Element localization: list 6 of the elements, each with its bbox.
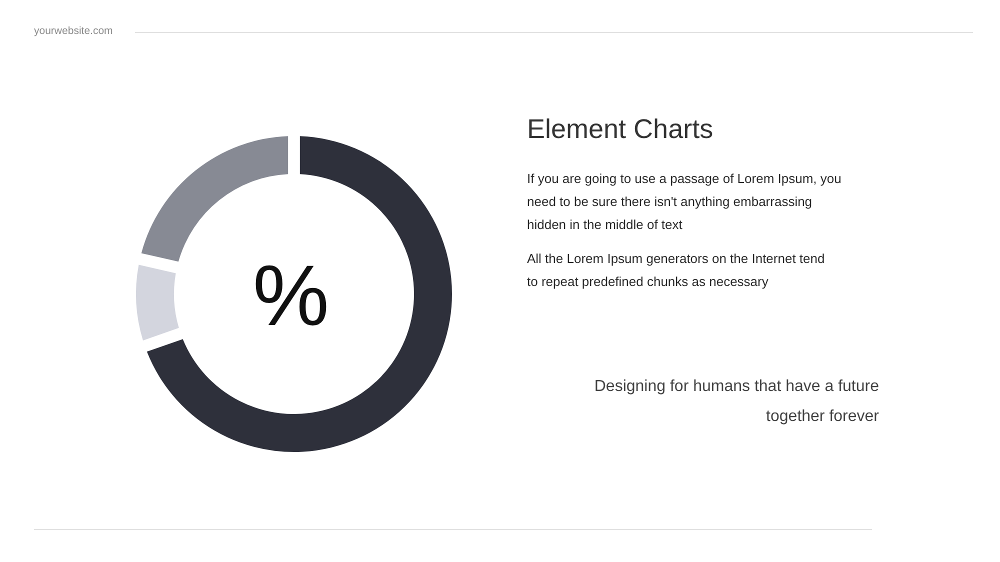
text: Designing for humans that have a future together forever [593, 377, 879, 427]
text: Element Charts [527, 114, 714, 145]
text: If you are going to use a passage of Lorem Ipsum, you need to be sure there isn't anything embarrassing hidden in the middle of text [527, 170, 842, 234]
text: % [252, 248, 330, 344]
text: All the Lorem Ipsum generators on the Internet tend to repeat predefined chunks as necessary [527, 250, 826, 291]
text: yourwebsite.com [34, 25, 113, 37]
